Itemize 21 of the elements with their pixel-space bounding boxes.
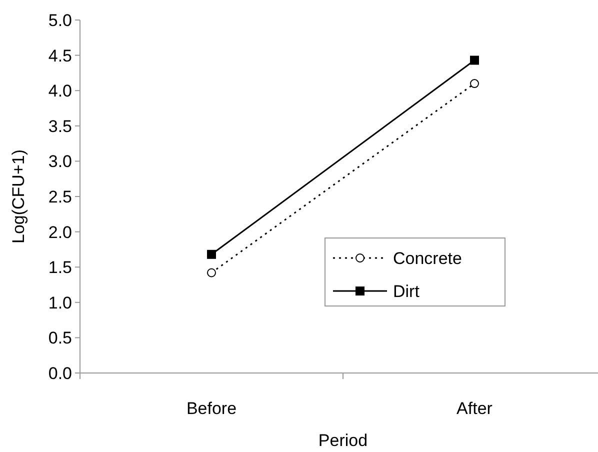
y-tick-label: 5.0	[48, 10, 72, 30]
y-tick-label: 2.5	[48, 187, 72, 206]
x-axis-title: Period	[318, 431, 368, 450]
point	[207, 250, 216, 259]
x-tick-label: After	[456, 399, 493, 418]
y-axis-title: Log(CFU+1)	[9, 149, 28, 244]
y-tick-label: 1.5	[48, 258, 72, 278]
y-tick-label: 4.5	[48, 46, 72, 66]
point	[470, 56, 479, 65]
point	[207, 268, 216, 278]
x-tick-label: Before	[186, 399, 237, 418]
y-tick-label: 4.0	[48, 82, 72, 101]
legend-label: Concrete	[393, 248, 462, 268]
y-tick-label: 0.0	[48, 364, 72, 383]
y-tick-label: 3.5	[48, 116, 72, 136]
point	[470, 79, 479, 88]
y-tick-label: 0.5	[48, 328, 72, 348]
y-tick-label: 3.0	[48, 152, 72, 172]
y-tick-label: 2.0	[48, 222, 72, 242]
y-tick-label: 1.0	[48, 293, 72, 312]
legend-label: Dirt	[393, 282, 420, 301]
